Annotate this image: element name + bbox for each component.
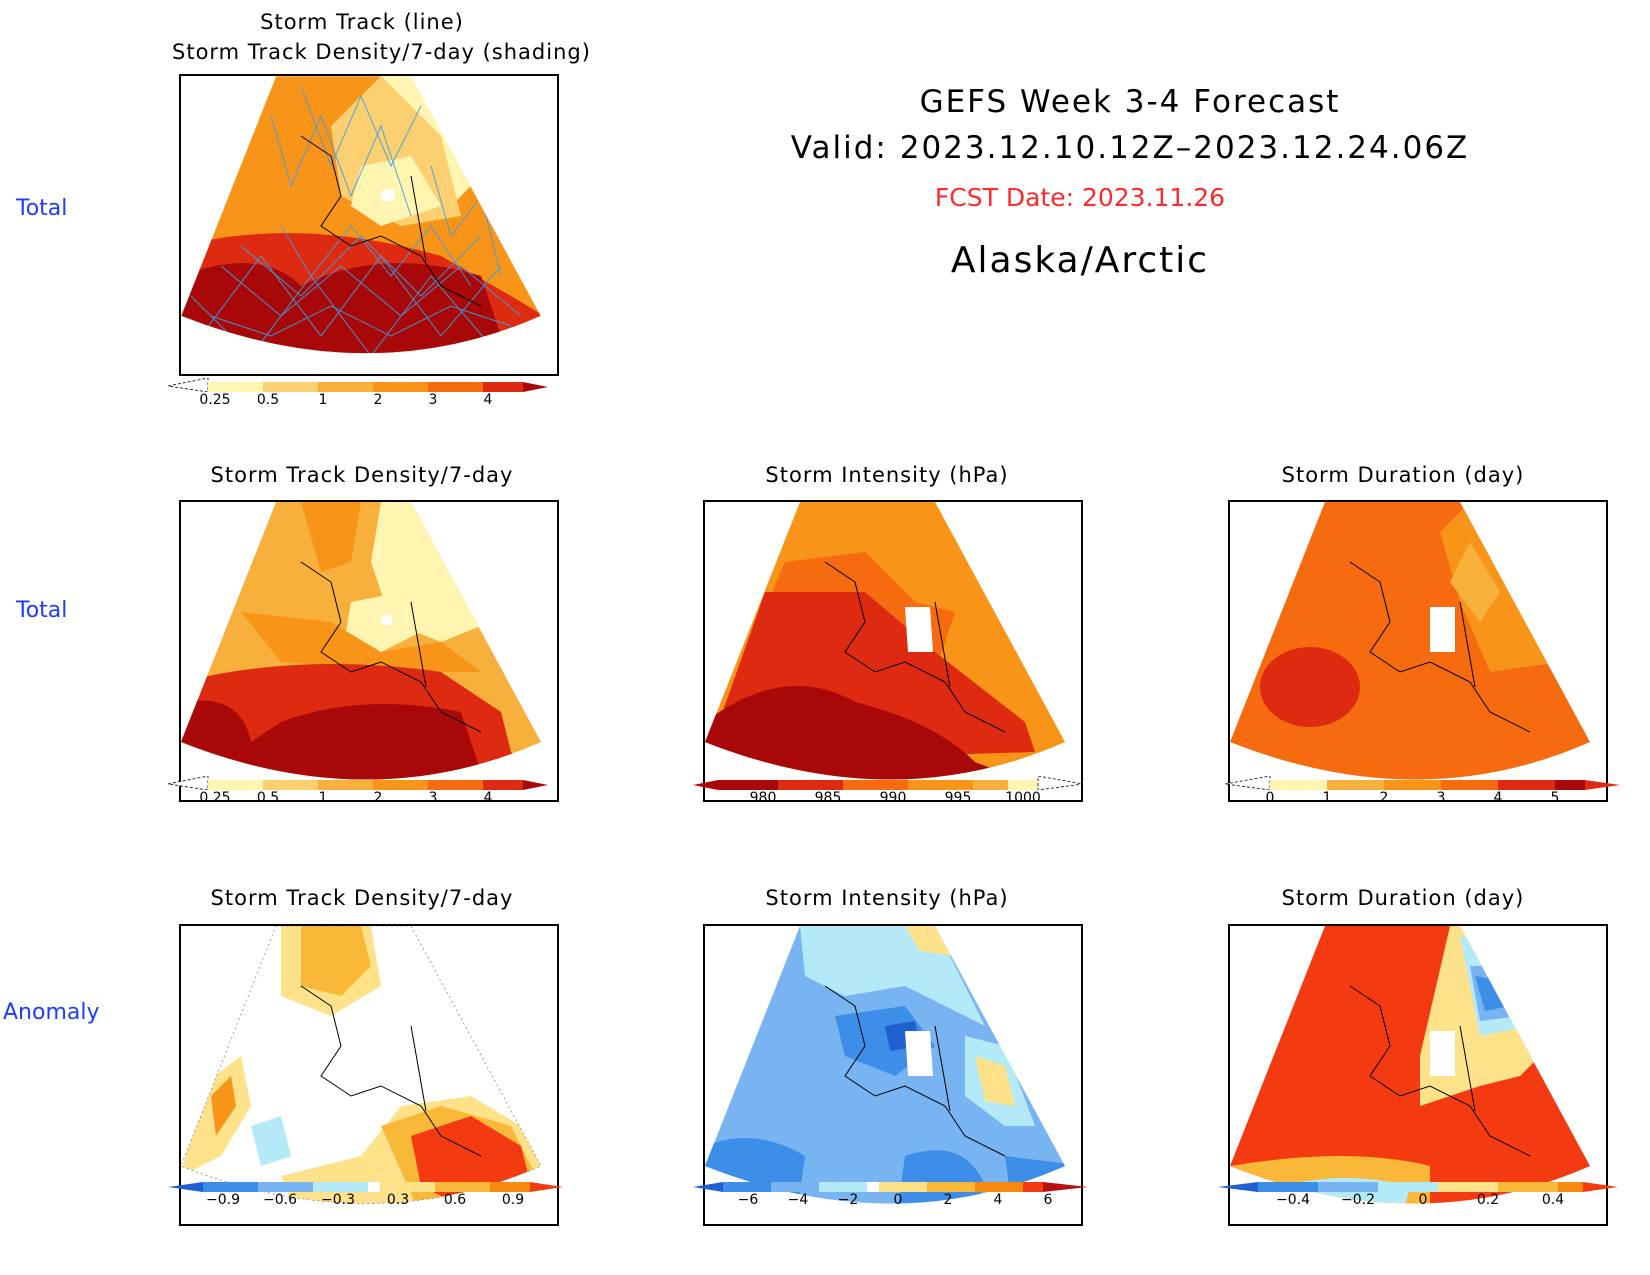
map-panel-duration-anomaly [1228,924,1608,1226]
map-density-tracks-svg [181,76,542,354]
colorbar-label: 0.4 [1541,1192,1565,1208]
colorbar-density-total-1-swatches [168,378,548,392]
colorbar-label: 0.25 [199,392,231,408]
colorbar-label: 1 [318,790,328,806]
colorbar-label: 2 [373,790,383,806]
map-intensity-anomaly-svg [705,926,1065,1204]
colorbar-label: −0.2 [1341,1192,1375,1208]
panel-subtitle-storm-track-density: Storm Track Density/7-day (shading) [172,40,591,64]
map-panel-intensity-total [703,500,1083,802]
colorbar-density-anomaly: −0.9 −0.6 −0.3 0.3 0.6 0.9 [168,1178,568,1212]
colorbar-label: 0.9 [501,1192,525,1208]
colorbar-label: −0.6 [263,1192,297,1208]
colorbar-label: 2 [943,1192,953,1208]
colorbar-label: 0.5 [256,790,280,806]
panel-title-density-total: Storm Track Density/7-day [210,463,514,487]
colorbar-duration-total-swatches [1225,776,1620,790]
colorbar-label: 2 [1379,790,1389,806]
colorbar-label: 0.25 [199,790,231,806]
map-intensity-total-svg [705,502,1065,780]
panel-title-duration-total: Storm Duration (day) [1281,463,1525,487]
colorbar-duration-anomaly: −0.4 −0.2 0 0.2 0.4 [1218,1178,1618,1212]
colorbar-label: −6 [737,1192,759,1208]
panel-title-density-anomaly: Storm Track Density/7-day [210,886,514,910]
colorbar-label: 1 [318,392,328,408]
colorbar-density-anomaly-swatches [168,1182,563,1192]
colorbar-label: 0.5 [256,392,280,408]
forecast-title: GEFS Week 3-4 Forecast [919,84,1341,120]
colorbar-label: 4 [993,1192,1003,1208]
colorbar-duration-total: 0 1 2 3 4 5 [1225,776,1625,810]
map-density-anomaly-svg [181,926,542,1204]
map-duration-total-svg [1230,502,1590,780]
colorbar-intensity-total: 980 985 990 995 1000 [693,776,1093,810]
map-panel-density-tracks [179,74,559,376]
map-panel-duration-total [1228,500,1608,802]
colorbar-label: −4 [787,1192,809,1208]
colorbar-density-total-1: 0.25 0.5 1 2 3 4 [168,378,568,412]
colorbar-label: 6 [1043,1192,1053,1208]
colorbar-label: 3 [1436,790,1446,806]
colorbar-label: −0.9 [206,1192,240,1208]
colorbar-label: 1 [1322,790,1332,806]
colorbar-label: 3 [428,392,438,408]
colorbar-label: 0 [1265,790,1275,806]
colorbar-label: −2 [837,1192,859,1208]
colorbar-label: 980 [749,790,777,806]
colorbar-label: 5 [1550,790,1560,806]
colorbar-intensity-anomaly: −6 −4 −2 0 2 4 6 [693,1178,1093,1212]
colorbar-intensity-total-swatches [693,776,1084,790]
row-label-anomaly: Anomaly [3,1000,100,1025]
colorbar-label: 0.6 [443,1192,467,1208]
colorbar-label: 1000 [1005,790,1041,806]
map-density-total-svg [181,502,541,780]
forecast-date: FCST Date: 2023.11.26 [934,183,1226,212]
colorbar-label: 0.2 [1476,1192,1500,1208]
colorbar-label: 0.3 [386,1192,410,1208]
map-panel-density-total [179,500,559,802]
colorbar-label: −0.4 [1276,1192,1310,1208]
colorbar-label: 2 [373,392,383,408]
colorbar-density-total-2: 0.25 0.5 1 2 3 4 [168,776,568,810]
row-label-total-1: Total [16,196,68,221]
map-panel-intensity-anomaly [703,924,1083,1226]
colorbar-label: 985 [814,790,842,806]
panel-title-duration-anomaly: Storm Duration (day) [1281,886,1525,910]
colorbar-label: 990 [879,790,907,806]
colorbar-duration-anomaly-swatches [1218,1182,1618,1192]
panel-title-intensity-total: Storm Intensity (hPa) [765,463,1009,487]
panel-title-storm-track: Storm Track (line) [260,10,464,34]
colorbar-label: 4 [1493,790,1503,806]
colorbar-intensity-anomaly-swatches [693,1182,1088,1192]
colorbar-label: 4 [483,790,493,806]
valid-range: Valid: 2023.12.10.12Z–2023.12.24.06Z [790,130,1470,166]
colorbar-density-total-2-swatches [168,776,548,790]
panel-title-intensity-anomaly: Storm Intensity (hPa) [765,886,1009,910]
colorbar-label: −0.3 [321,1192,355,1208]
map-panel-density-anomaly [179,924,559,1226]
colorbar-label: 995 [944,790,972,806]
colorbar-label: 0 [1418,1192,1428,1208]
colorbar-label: 3 [428,790,438,806]
row-label-total-2: Total [16,598,68,623]
region-name: Alaska/Arctic [950,240,1210,281]
colorbar-label: 0 [893,1192,903,1208]
colorbar-label: 4 [483,392,493,408]
